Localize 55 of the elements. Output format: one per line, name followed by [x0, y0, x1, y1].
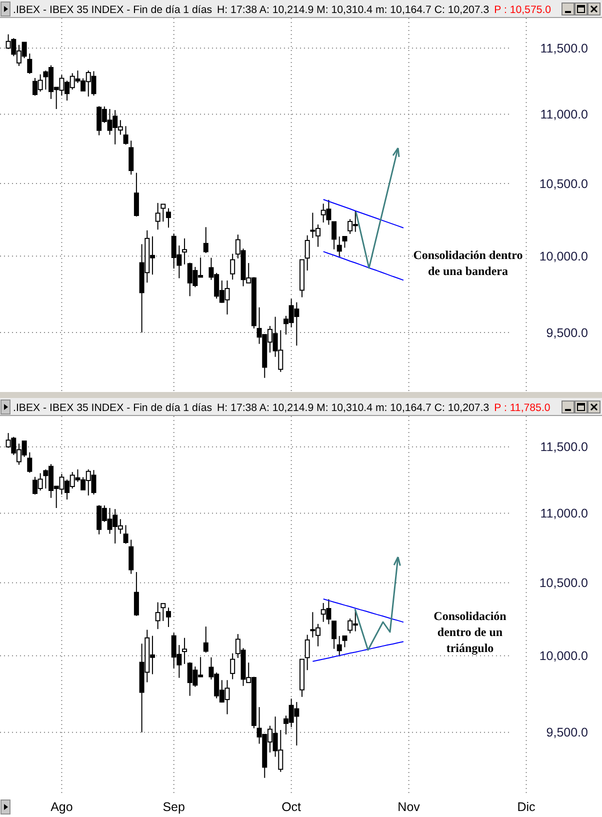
candlestick — [27, 452, 32, 474]
x-tick-label: Nov — [398, 800, 421, 814]
candlestick — [27, 53, 32, 74]
candlestick — [166, 607, 171, 628]
candlestick — [203, 626, 208, 654]
x-tick-label: Dic — [517, 800, 536, 814]
candlestick — [182, 637, 188, 664]
x-tick-label: Oct — [282, 800, 302, 814]
candlestick — [304, 234, 310, 272]
y-tick-label: 11,000.0 — [540, 108, 588, 122]
candlestick — [128, 140, 134, 176]
y-tick-label: 11,500.0 — [540, 41, 588, 56]
y-tick-label: 9,500.0 — [546, 326, 588, 340]
candlestick — [160, 204, 166, 222]
candlestick — [230, 652, 236, 680]
candlestick — [166, 208, 171, 228]
chart-title: .IBEX - IBEX 35 INDEX - Fin de día 1 días — [13, 402, 212, 414]
candlestick — [160, 603, 166, 622]
candlestick — [123, 126, 128, 146]
candlestick — [342, 635, 348, 648]
candlestick — [203, 226, 208, 254]
line-series — [312, 641, 404, 662]
y-tick-label: 9,500.0 — [546, 726, 588, 740]
annotation: Consolidación dentro de un triángulo — [434, 609, 507, 655]
annotation: Consolidación dentro de una bandera — [413, 248, 523, 278]
candlestick — [332, 620, 337, 650]
candlestick — [128, 539, 134, 574]
y-tick-label: 11,500.0 — [540, 440, 588, 454]
line-series — [322, 598, 404, 623]
chart-subtitle: H: 17:38 A: 10,214.9 M: 10,310.4 m: 10,164.7 C: 10,207.3 — [217, 402, 490, 414]
y-tick-label: 11,000.0 — [540, 506, 588, 521]
candlestick — [134, 572, 139, 616]
candlestick — [230, 253, 236, 280]
text: P : 11,785.0 — [494, 402, 550, 414]
candlestick — [155, 202, 160, 230]
line-series — [322, 199, 404, 228]
candlestick — [342, 236, 348, 248]
candlestick — [134, 172, 139, 218]
candlestick — [123, 524, 128, 544]
y-tick-label: 10,000.0 — [539, 250, 588, 264]
y-tick-label: 10,500.0 — [539, 176, 588, 191]
x-tick-label: Ago — [50, 800, 73, 814]
chart-title: .IBEX - IBEX 35 INDEX - Fin de día 1 días — [13, 4, 212, 16]
line-series — [322, 251, 404, 281]
candlestick — [336, 635, 342, 657]
text: P : 10,575.0 — [494, 4, 552, 16]
candlestick — [336, 236, 342, 258]
y-tick-label: 10,000.0 — [539, 649, 588, 664]
y-tick-label: 10,500.0 — [539, 576, 588, 590]
candlestick — [155, 602, 160, 630]
candlestick — [332, 221, 337, 250]
x-tick-label: Sep — [162, 800, 186, 814]
candlestick — [304, 634, 310, 671]
candlestick — [182, 238, 188, 265]
chart-subtitle: H: 17:38 A: 10,214.9 M: 10,310.4 m: 10,164.7 C: 10,207.3 — [217, 4, 490, 16]
